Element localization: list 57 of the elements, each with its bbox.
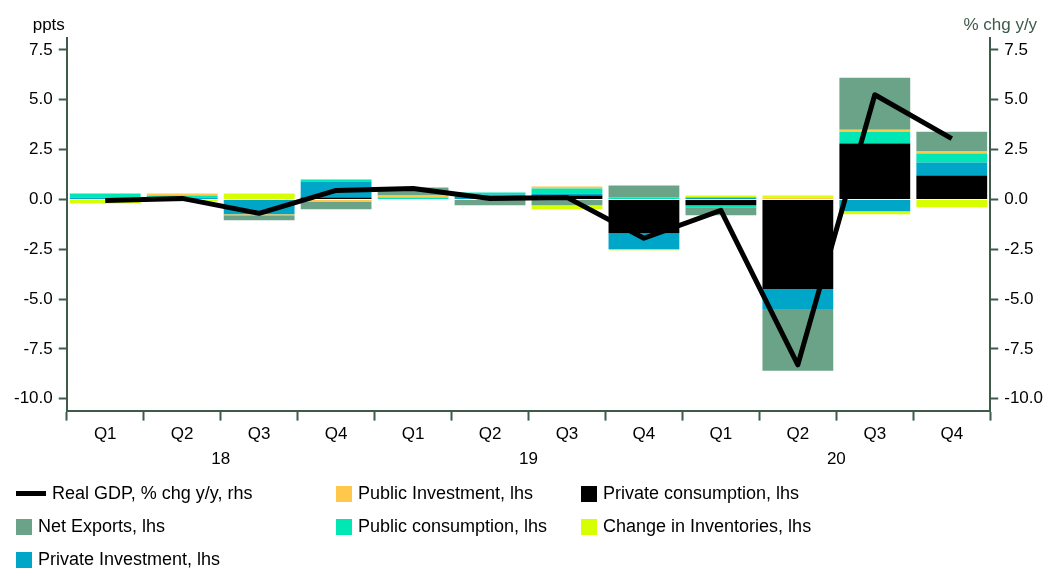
x-tick-label: Q2 xyxy=(170,424,194,444)
legend-label: Net Exports, lhs xyxy=(38,516,166,537)
text: 19 xyxy=(519,449,538,469)
bar xyxy=(916,162,988,176)
x-tick-label: Q1 xyxy=(93,424,117,444)
bar xyxy=(531,188,603,194)
y2-axis-title: % chg y/y xyxy=(963,15,1038,35)
y-tick-label: -10.0 xyxy=(14,388,53,408)
y2-tick-label: 0.0 xyxy=(1004,189,1028,209)
bar xyxy=(223,215,295,221)
y-tick-label: -7.5 xyxy=(23,338,53,358)
x-tick-label: Q3 xyxy=(555,424,579,444)
y2-tick-label: -5.0 xyxy=(1004,288,1034,308)
legend-label: Change in Inventories, lhs xyxy=(603,516,812,537)
x-tick-label: Q4 xyxy=(324,424,348,444)
bar xyxy=(69,193,141,198)
x-tick-label: Q3 xyxy=(247,424,271,444)
y2-tick-label: -7.5 xyxy=(1004,338,1034,358)
bar xyxy=(916,153,988,163)
bar xyxy=(685,199,757,206)
y2-tick-label: -10.0 xyxy=(1004,388,1043,408)
legend-label: Public consumption, lhs xyxy=(358,516,548,537)
y-axis-title: ppts xyxy=(32,15,65,35)
bar xyxy=(839,143,911,199)
bar xyxy=(916,131,988,152)
legend-label: Private consumption, lhs xyxy=(603,483,800,504)
bar xyxy=(223,193,295,199)
bar xyxy=(839,131,911,144)
legend-label: Real GDP, % chg y/y, rhs xyxy=(52,483,253,504)
y2-tick-label: 2.5 xyxy=(1004,139,1028,159)
bar xyxy=(608,185,680,198)
bar xyxy=(916,199,988,208)
bar xyxy=(916,175,988,199)
y-tick-label: 5.0 xyxy=(29,89,53,109)
y-tick-label: 0.0 xyxy=(29,189,53,209)
y-tick-label: -2.5 xyxy=(23,238,53,258)
y-tick-label: 7.5 xyxy=(29,39,53,59)
bar xyxy=(300,201,372,210)
bar xyxy=(531,186,603,189)
y2-tick-label: -2.5 xyxy=(1004,238,1034,258)
y-tick-label: -5.0 xyxy=(23,288,53,308)
legend-label: Public Investment, lhs xyxy=(358,483,534,504)
x-tick-label: Q2 xyxy=(478,424,502,444)
y2-tick-label: 5.0 xyxy=(1004,89,1028,109)
text: 20 xyxy=(826,449,846,469)
bar xyxy=(762,199,834,290)
x-tick-label: Q1 xyxy=(709,424,733,444)
x-tick-label: Q4 xyxy=(940,424,964,444)
x-tick-label: Q4 xyxy=(632,424,656,444)
text: 18 xyxy=(211,449,231,469)
x-tick-label: Q3 xyxy=(863,424,887,444)
x-tick-label: Q2 xyxy=(786,424,810,444)
bar xyxy=(916,151,988,154)
y-tick-label: 2.5 xyxy=(29,139,53,159)
x-tick-label: Q1 xyxy=(401,424,425,444)
legend-label: Private Investment, lhs xyxy=(38,549,221,570)
y2-tick-label: 7.5 xyxy=(1004,39,1028,59)
